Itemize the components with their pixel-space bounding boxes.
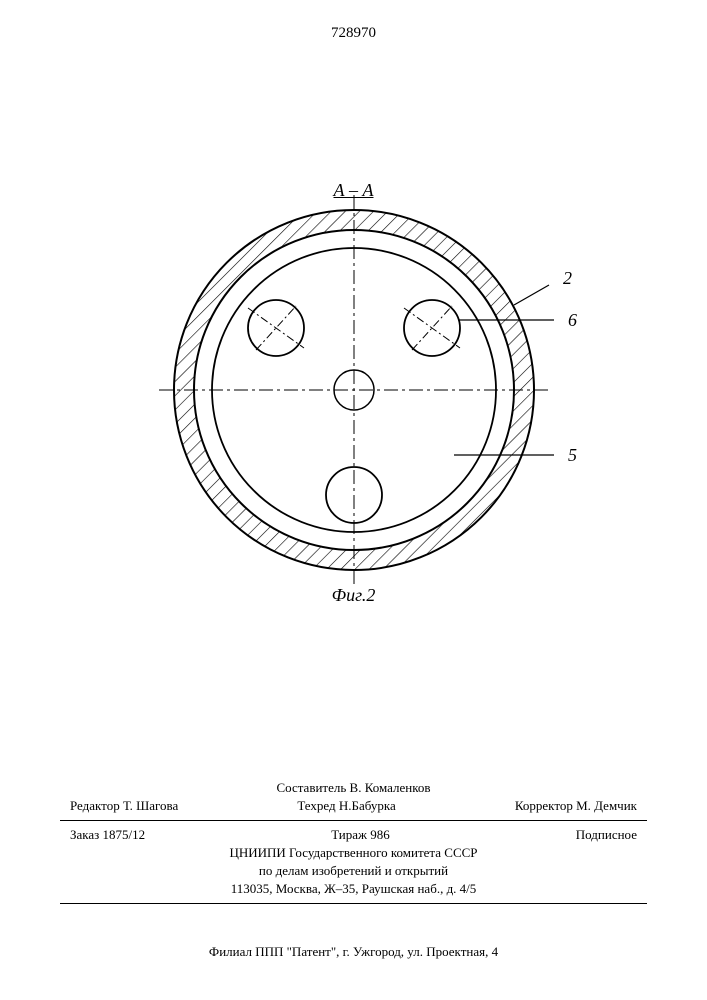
callout-5: 5 <box>568 445 577 466</box>
org-line-2: по делам изобретений и открытий <box>0 863 707 879</box>
techred: Техред Н.Бабурка <box>297 798 395 814</box>
patent-number: 728970 <box>331 25 376 42</box>
figure-label: Фиг.2 <box>332 585 376 606</box>
editor: Редактор Т. Шагова <box>70 798 178 814</box>
subscription: Подписное <box>576 827 637 843</box>
compiler-line: Составитель В. Комаленков <box>0 780 707 796</box>
corrector: Корректор М. Демчик <box>515 798 637 814</box>
print-run: Тираж 986 <box>331 827 390 843</box>
order: Заказ 1875/12 <box>70 827 145 843</box>
cross-section-diagram <box>154 190 554 590</box>
address-1: 113035, Москва, Ж–35, Раушская наб., д. … <box>0 881 707 897</box>
callout-2: 2 <box>563 268 572 289</box>
divider-2 <box>60 903 647 904</box>
diagram-container <box>154 190 554 590</box>
callout-6: 6 <box>568 310 577 331</box>
footer-block: Составитель В. Комаленков Редактор Т. Ша… <box>0 778 707 910</box>
divider-1 <box>60 820 647 821</box>
address-2: Филиал ППП "Патент", г. Ужгород, ул. Про… <box>0 944 707 960</box>
org-line-1: ЦНИИПИ Государственного комитета СССР <box>0 845 707 861</box>
